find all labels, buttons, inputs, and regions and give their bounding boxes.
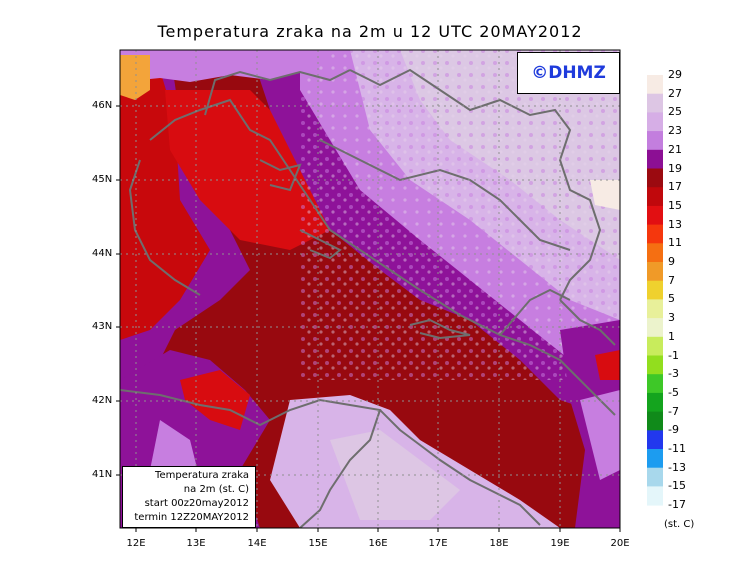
lat-label-46n: 46N [92,100,113,111]
pannonian-hot-spot [590,180,620,210]
lat-label-44n: 44N [92,248,113,259]
italy-hot-spot [180,370,250,430]
colorbar-swatch [647,75,663,95]
colorbar-swatch [647,112,663,132]
colorbar-label: 23 [668,124,682,138]
colorbar-label: -13 [668,460,686,474]
colorbar-label: 5 [668,292,675,306]
colorbar-label: 11 [668,236,682,250]
axis-ticks [116,105,621,532]
colorbar-unit: (st. C) [664,519,695,530]
colorbar-label: 27 [668,86,682,100]
colorbar-swatch [647,449,663,469]
colorbar-swatch [647,392,663,413]
colorbar-label: -15 [668,479,686,493]
colorbar-label: 25 [668,105,682,119]
colorbar-label: -5 [668,385,679,399]
po-plain-warm-spot [120,55,150,100]
colorbar-swatch [647,243,663,263]
colorbar-label: -1 [668,348,679,362]
coastlines [120,68,616,528]
temperature-colorbar [647,75,663,506]
info-line-variable: Temperatura zraka [155,470,249,481]
colorbar-label: -9 [668,423,679,437]
terrain-texture [300,50,620,380]
colorbar-swatch [647,467,663,487]
lon-label-16e: 16E [368,538,388,549]
alps-field [120,50,330,90]
map-frame [119,49,621,529]
colorbar-swatch [647,93,663,113]
colorbar-swatch [647,318,663,338]
lat-label-42n: 42N [92,395,113,406]
colorbar-swatch [647,374,663,394]
lon-label-13e: 13E [186,538,206,549]
lat-label-43n: 43N [92,321,113,332]
southern-pale-field [330,430,460,520]
colorbar-swatch [647,224,663,244]
lon-label-20e: 20E [610,538,630,549]
colorbar-swatch [647,336,663,356]
map-plot-area [120,50,620,528]
colorbar-label: -17 [668,498,686,512]
colorbar-swatch [647,411,663,431]
colorbar-label: 21 [668,142,682,156]
colorbar-swatch [647,149,663,169]
colorbar-swatch [647,280,663,300]
colorbar-swatch [647,205,663,226]
colorbar-swatch [647,262,663,282]
lon-label-12e: 12E [126,538,146,549]
lon-label-17e: 17E [428,538,448,549]
colorbar-label: -7 [668,404,679,418]
lon-label-15e: 15E [308,538,328,549]
forecast-info-box: Temperatura zraka na 2m (st. C) start 00… [122,466,256,528]
italy-warm-field [120,60,210,340]
colorbar-swatch [647,355,663,375]
colorbar-swatch [647,187,663,207]
colorbar-label: 1 [668,329,675,343]
albania-hot-spot [595,350,620,380]
colorbar-label: 13 [668,217,682,231]
dhmz-copyright-badge: ©DHMZ [517,52,620,94]
map-title: Temperatura zraka na 2m u 12 UTC 20MAY20… [157,22,583,41]
colorbar-label: 29 [668,68,682,81]
lon-label-19e: 19E [550,538,570,549]
colorbar-swatch [647,299,663,319]
info-line-termin: termin 12Z20MAY2012 [134,512,249,523]
lon-label-18e: 18E [489,538,509,549]
colorbar-swatch [647,168,663,188]
info-line-start: start 00z20may2012 [144,498,249,509]
colorbar-label: 17 [668,180,682,194]
colorbar-label: 9 [668,255,675,268]
lat-label-45n: 45N [92,174,113,185]
info-line-unit: na 2m (st. C) [183,484,249,495]
lon-label-14e: 14E [247,538,267,549]
colorbar-label: -11 [668,442,686,455]
colorbar-label: 15 [668,198,682,212]
lat-lon-grid [120,50,620,528]
colorbar-label: 7 [668,273,675,287]
colorbar-swatch [647,430,663,450]
albania-violet-field [580,390,620,480]
colorbar-label: 3 [668,311,675,325]
colorbar-label: -3 [668,367,679,381]
colorbar-swatch [647,486,663,506]
colorbar-label: 19 [668,161,682,175]
lat-label-41n: 41N [92,469,113,480]
colorbar-swatch [647,131,663,151]
